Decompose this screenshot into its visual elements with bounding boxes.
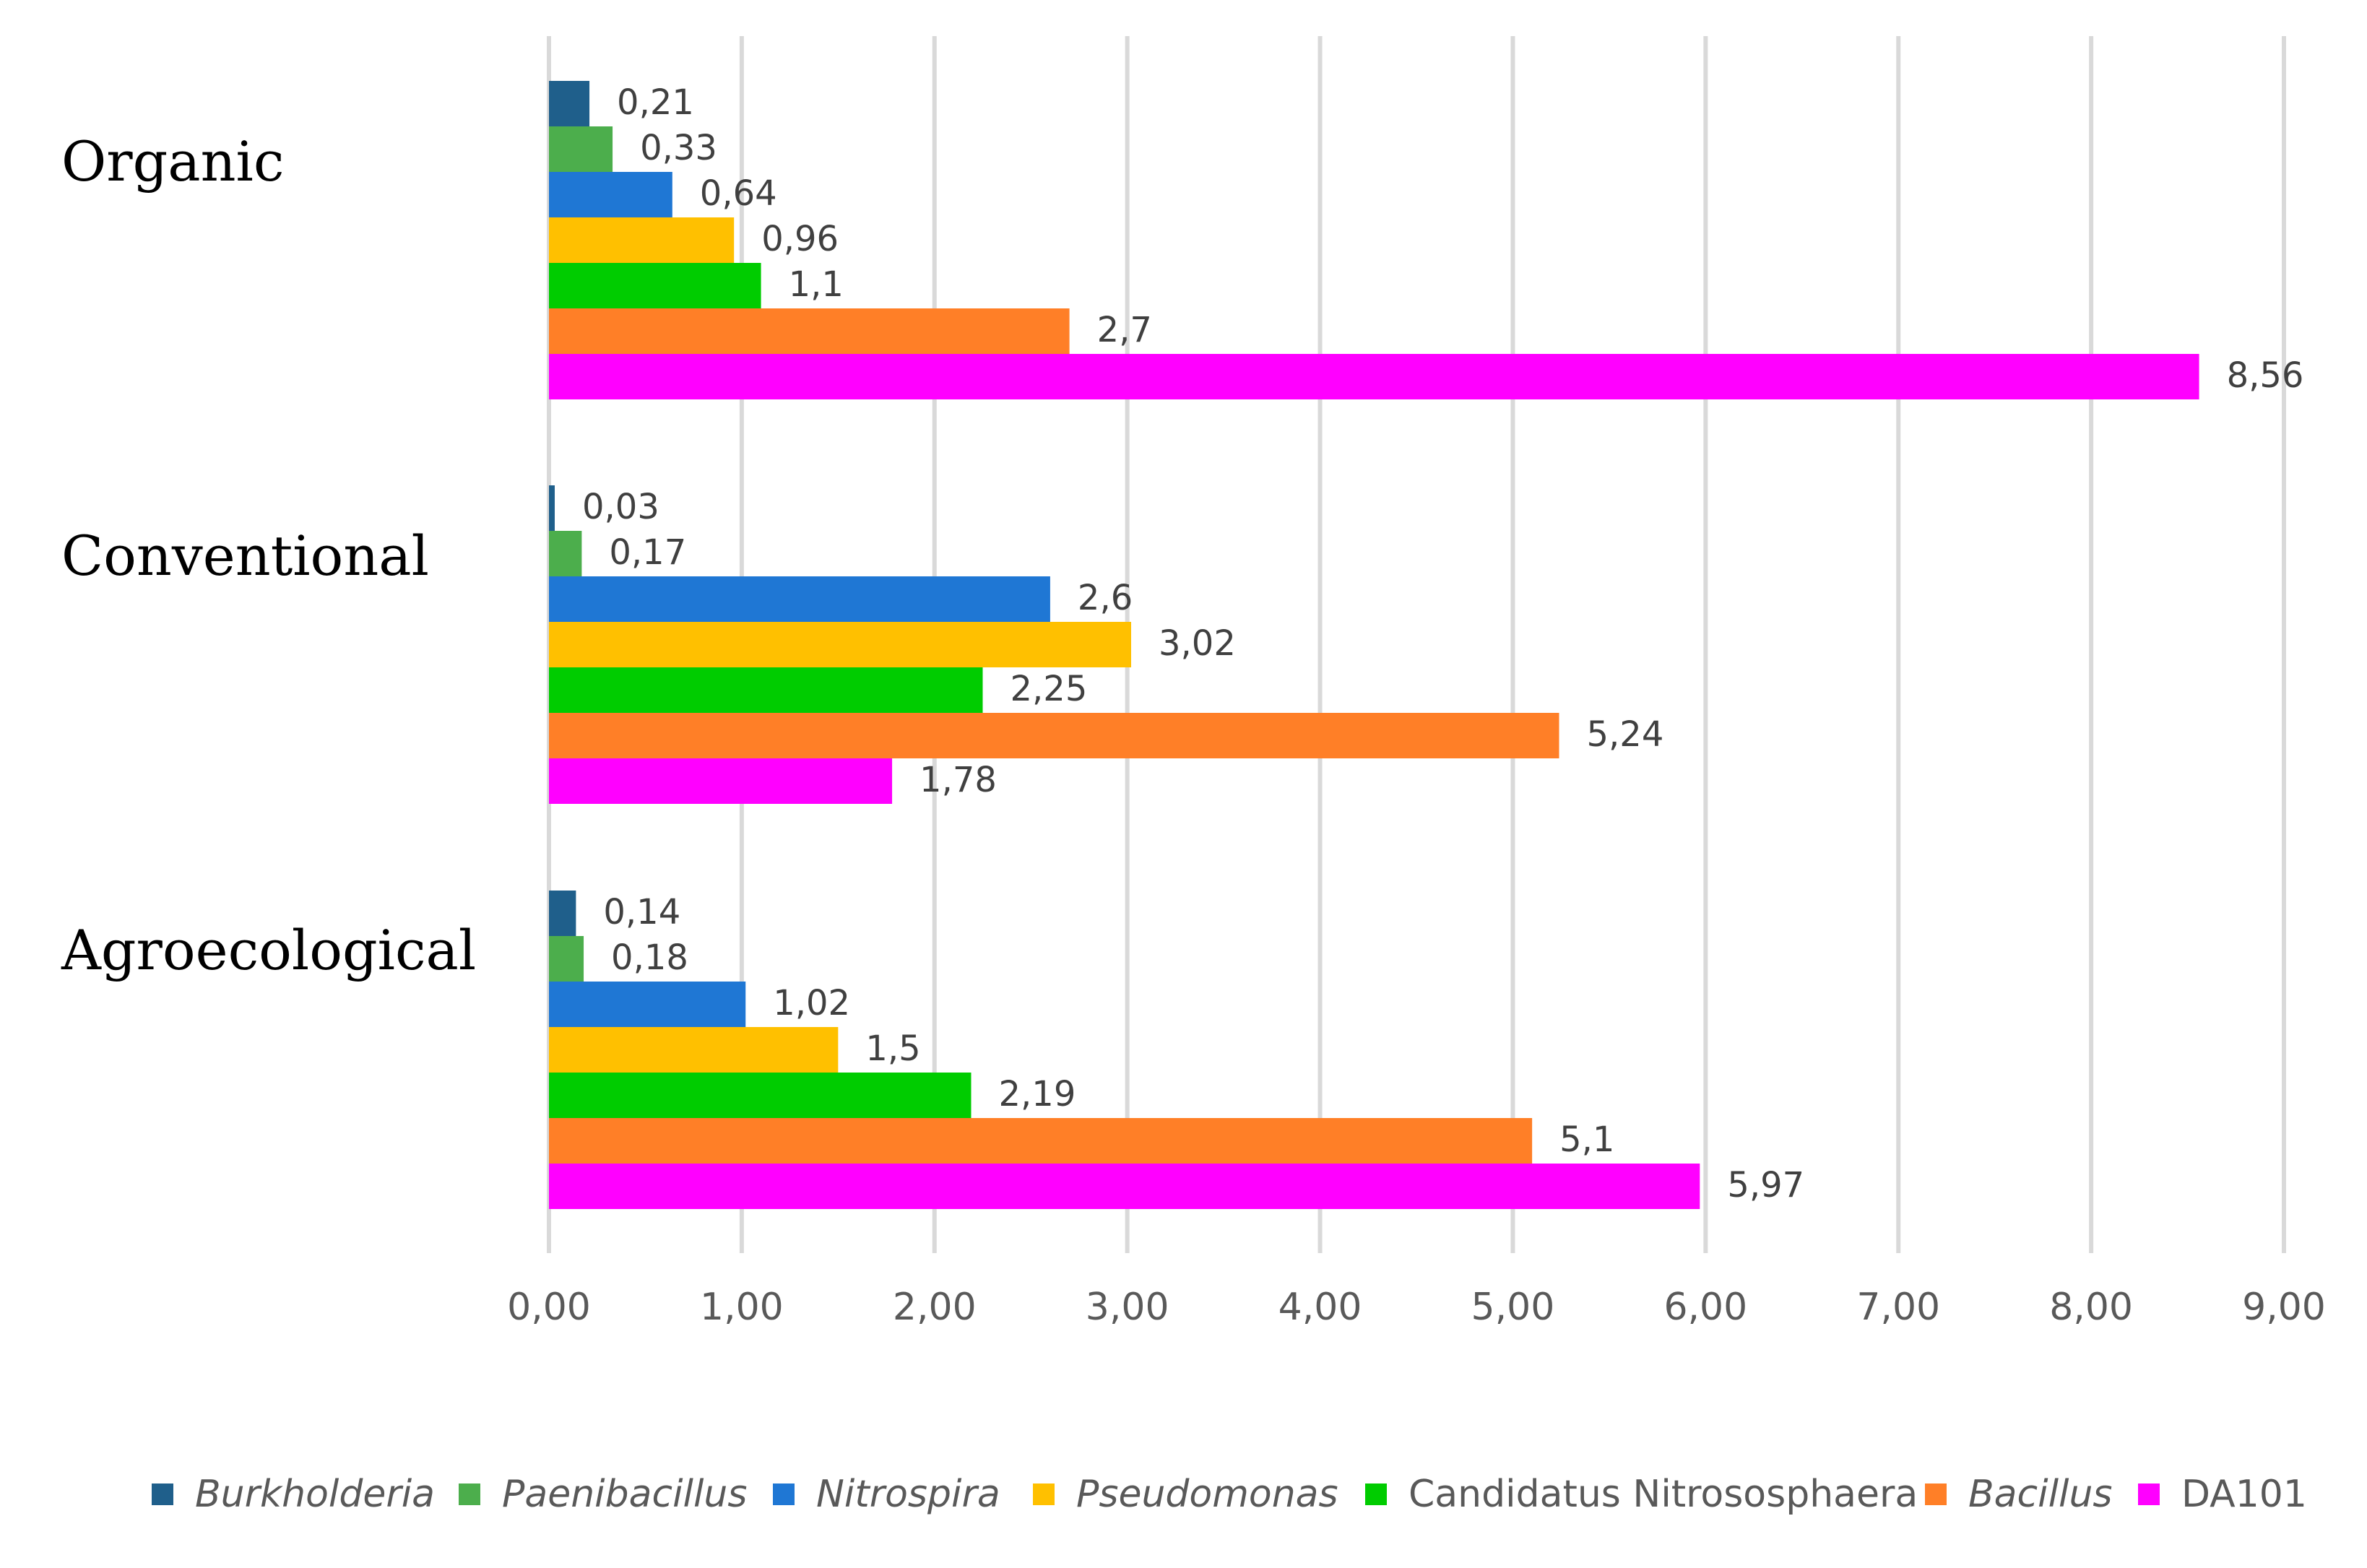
bar: [549, 263, 761, 308]
data-label: 0,96: [761, 219, 839, 259]
data-label: 0,33: [640, 128, 717, 168]
data-label: 0,21: [617, 82, 694, 123]
bar: [549, 758, 893, 804]
legend-swatch: [1365, 1483, 1387, 1505]
data-label: 2,19: [998, 1074, 1076, 1114]
gridlines: [547, 36, 2286, 1253]
legend-label: Pseudomonas: [1076, 1473, 1338, 1516]
bar: [549, 576, 1050, 622]
x-tick-label: 1,00: [700, 1286, 784, 1329]
legend-label: Candidatus Nitrososphaera: [1408, 1473, 1918, 1516]
legend-swatch: [1033, 1483, 1055, 1505]
legend-swatch: [152, 1483, 173, 1505]
data-labels: 0,21 0,33 0,64 0,96 1,1 2,7 8,56 0,03 0,17 2,6 3,0…: [582, 82, 2303, 1205]
x-tick-label: 3,00: [1086, 1286, 1169, 1329]
data-label: 1,5: [865, 1028, 920, 1069]
category-label: Conventional: [61, 524, 429, 588]
x-tick-label: 5,00: [1471, 1286, 1555, 1329]
legend-swatch: [1925, 1483, 1947, 1505]
x-tick-label: 9,00: [2242, 1286, 2326, 1329]
data-label: 0,18: [611, 937, 688, 978]
legend-label: DA101: [2181, 1473, 2307, 1516]
data-label: 5,97: [1727, 1165, 1804, 1205]
legend: Burkholderia Paenibacillus Nitrospira Pseud…: [152, 1473, 2307, 1516]
bars: [549, 81, 2199, 1209]
x-tick-label: 0,00: [507, 1286, 591, 1329]
bar: [549, 217, 735, 263]
legend-swatch: [2138, 1483, 2160, 1505]
data-label: 1,02: [773, 983, 850, 1023]
legend-swatch: [773, 1483, 795, 1505]
data-label: 2,25: [1011, 669, 1088, 709]
bar: [549, 1164, 1700, 1209]
bar: [549, 891, 576, 936]
x-axis-ticks: 0,00 1,00 2,00 3,00 4,00 5,00 6,00 7,00 8,00 9,00: [507, 1286, 2326, 1329]
data-label: 8,56: [2227, 355, 2304, 396]
bar: [549, 1027, 839, 1073]
bar: [549, 531, 582, 576]
legend-swatch: [459, 1483, 480, 1505]
bar: [549, 622, 1132, 667]
category-label: Organic: [61, 129, 284, 194]
legend-label: Paenibacillus: [502, 1473, 747, 1516]
bar: [549, 172, 672, 217]
bar: [549, 1118, 1533, 1164]
data-label: 0,64: [700, 173, 777, 214]
bar: [549, 667, 983, 713]
bar: [549, 308, 1070, 354]
data-label: 2,6: [1078, 578, 1133, 618]
bar: [549, 936, 584, 982]
x-tick-label: 8,00: [2049, 1286, 2133, 1329]
data-label: 1,78: [919, 760, 997, 800]
data-label: 2,7: [1097, 310, 1152, 350]
data-label: 3,02: [1159, 623, 1236, 664]
bar: [549, 81, 590, 126]
data-label: 5,24: [1586, 714, 1663, 755]
category-labels: Organic Conventional Agroecological: [61, 129, 476, 982]
bar: [549, 485, 555, 531]
x-tick-label: 7,00: [1856, 1286, 1940, 1329]
data-label: 0,14: [603, 892, 680, 932]
bar: [549, 1073, 972, 1118]
bar: [549, 354, 2199, 399]
data-label: 0,03: [582, 487, 659, 527]
x-tick-label: 4,00: [1278, 1286, 1362, 1329]
x-tick-label: 6,00: [1663, 1286, 1747, 1329]
legend-label: Burkholderia: [195, 1473, 435, 1516]
bar: [549, 713, 1559, 758]
legend-label: Nitrospira: [816, 1473, 1000, 1516]
legend-label: Bacillus: [1968, 1473, 2113, 1516]
bar: [549, 126, 613, 172]
data-label: 0,17: [609, 532, 686, 573]
x-tick-label: 2,00: [893, 1286, 977, 1329]
data-label: 5,1: [1559, 1119, 1614, 1160]
bar: [549, 982, 746, 1027]
data-label: 1,1: [789, 264, 844, 305]
category-label: Agroecological: [61, 918, 476, 982]
